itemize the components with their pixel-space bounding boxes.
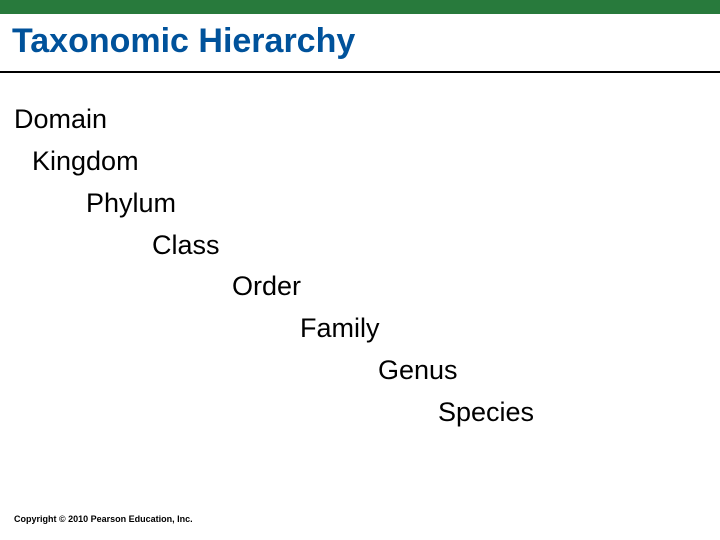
rank-item: Class (0, 225, 720, 267)
rank-item: Phylum (0, 183, 720, 225)
slide-title: Taxonomic Hierarchy (0, 14, 720, 71)
rank-item: Species (0, 392, 720, 434)
rank-item: Genus (0, 350, 720, 392)
copyright-text: Copyright © 2010 Pearson Education, Inc. (14, 514, 193, 524)
hierarchy-list: Domain Kingdom Phylum Class Order Family… (0, 73, 720, 434)
rank-item: Order (0, 266, 720, 308)
top-accent-bar (0, 0, 720, 14)
rank-item: Family (0, 308, 720, 350)
rank-item: Kingdom (0, 141, 720, 183)
rank-item: Domain (0, 99, 720, 141)
